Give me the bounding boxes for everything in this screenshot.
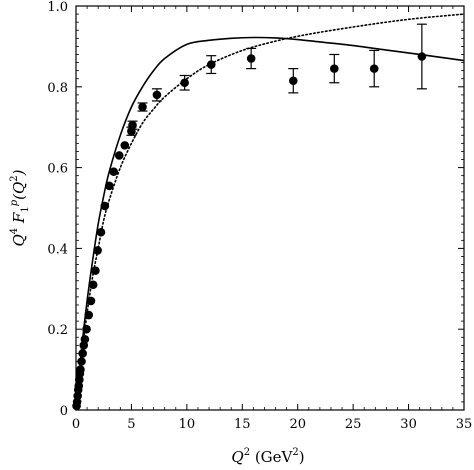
- data-point: [77, 357, 86, 366]
- data-point: [417, 52, 427, 61]
- data-point: [152, 90, 162, 100]
- model-curves: [75, 13, 465, 411]
- x-tick-label: 25: [345, 417, 362, 432]
- x-axis-title: Q2 (GeV2): [231, 447, 304, 466]
- dotted-curve: [75, 13, 465, 411]
- x-tick-label: 0: [72, 417, 80, 432]
- data-point: [76, 365, 85, 374]
- plot-border: [75, 5, 465, 411]
- data-point: [109, 167, 118, 176]
- data-point: [82, 324, 91, 334]
- y-tick-label: 0.8: [47, 81, 68, 96]
- y-tick-label: 0.6: [47, 162, 68, 177]
- x-axis-ticks: 0 5 10 15 20 25 30 35: [72, 6, 472, 432]
- solid-curve: [75, 36, 465, 411]
- y-tick-label: 1.0: [47, 0, 68, 15]
- plot-frame: [75, 5, 465, 411]
- data-point: [78, 349, 87, 358]
- x-tick-label: 5: [127, 417, 135, 432]
- y-axis-ticks: 0 0.2 0.4 0.6 0.8 1.0: [47, 0, 464, 419]
- data-point: [288, 76, 298, 86]
- data-point: [114, 151, 124, 160]
- data-point: [369, 64, 379, 73]
- data-point: [86, 296, 96, 306]
- data-point: [206, 60, 216, 69]
- data-point: [100, 201, 110, 211]
- data-point: [120, 141, 130, 150]
- data-point: [96, 227, 106, 237]
- x-tick-label: 10: [179, 417, 196, 432]
- data-point: [93, 246, 102, 255]
- y-tick-label: 0.4: [47, 242, 68, 257]
- data-point: [80, 335, 90, 344]
- y-tick-label: 0.2: [47, 323, 68, 338]
- x-tick-label: 15: [234, 417, 251, 432]
- data-point: [84, 310, 94, 320]
- x-tick-label: 35: [456, 417, 473, 432]
- data-point: [104, 181, 114, 191]
- data-points: [72, 23, 427, 411]
- data-point: [88, 280, 98, 290]
- x-tick-label: 20: [289, 417, 306, 432]
- data-point: [180, 78, 189, 88]
- data-point: [329, 64, 339, 73]
- y-axis-title: Q4 F1p(Q2): [9, 169, 31, 246]
- data-point: [91, 266, 100, 275]
- data-point: [128, 120, 137, 130]
- y-tick-label: 0: [60, 404, 68, 419]
- data-point: [246, 54, 256, 63]
- x-tick-label: 30: [400, 417, 417, 432]
- data-point: [138, 102, 147, 112]
